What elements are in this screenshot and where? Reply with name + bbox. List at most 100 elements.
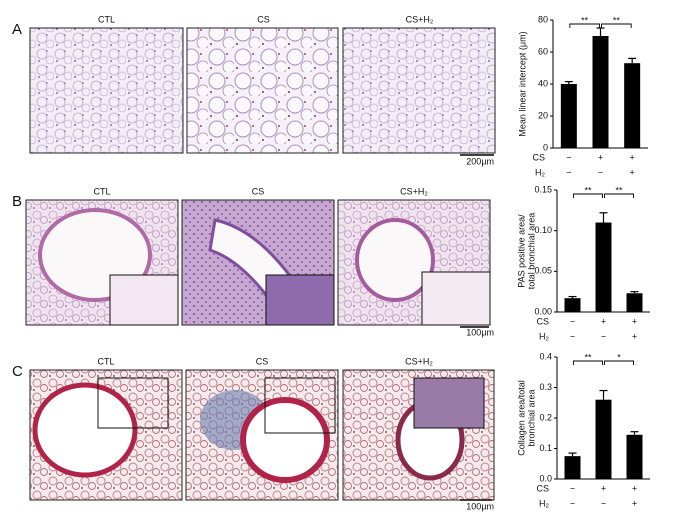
micrograph	[342, 27, 496, 154]
y-tick-label: 60	[538, 46, 548, 56]
bar	[624, 63, 641, 149]
micrograph	[29, 27, 184, 154]
condition-value: −	[570, 498, 575, 508]
row-b-images	[25, 199, 491, 328]
condition-value: −	[601, 331, 606, 341]
inset	[421, 271, 491, 326]
significance-bracket	[573, 193, 603, 198]
y-axis-label: PAS positive area/	[516, 214, 526, 288]
panel-label: B	[12, 193, 22, 210]
condition-name: CS	[536, 316, 549, 326]
inset	[109, 274, 179, 326]
inset	[264, 377, 336, 434]
y-axis-label: bronchial area	[526, 389, 536, 446]
y-tick-label: 0.10	[534, 225, 552, 235]
significance-label: **	[584, 185, 592, 195]
condition-name: H₂	[539, 498, 549, 508]
error-bar	[599, 389, 608, 400]
y-axis-label: Collagen area/total	[516, 380, 526, 456]
condition-value: −	[601, 498, 606, 508]
image-title: CS+H₂	[406, 14, 434, 24]
y-tick-label: 20	[538, 110, 548, 120]
error-bar	[630, 431, 639, 435]
image-title: CS+H₂	[400, 186, 428, 196]
error-bar	[630, 291, 639, 294]
significance-bracket	[604, 193, 634, 198]
condition-value: −	[570, 316, 575, 326]
panel-label: A	[12, 21, 22, 38]
y-tick-label: 0.00	[534, 306, 552, 316]
image-title: CTL	[97, 356, 114, 366]
bar	[595, 399, 612, 479]
panel-label: C	[12, 363, 23, 380]
scale-bar-label: 100µm	[466, 501, 494, 511]
condition-value: +	[601, 316, 606, 326]
bar	[626, 434, 643, 479]
inset	[265, 274, 335, 326]
row-c-images	[29, 369, 495, 501]
bronchus	[240, 397, 330, 483]
significance-label: *	[617, 352, 621, 362]
condition-value: −	[570, 483, 575, 493]
scale-bar-label: 100µm	[466, 327, 494, 337]
bronchus	[355, 218, 435, 302]
y-tick-label: 80	[538, 14, 548, 24]
condition-value: +	[630, 152, 635, 162]
condition-value: +	[632, 331, 637, 341]
image-title: CS	[256, 356, 269, 366]
y-axis-label: total bronchial area	[526, 213, 536, 290]
condition-name: H₂	[539, 331, 549, 341]
bronchus	[32, 382, 138, 478]
condition-value: +	[601, 483, 606, 493]
condition-name: CS	[536, 483, 549, 493]
condition-value: −	[598, 167, 603, 177]
error-bar	[596, 27, 605, 36]
inset	[413, 377, 485, 429]
y-tick-label: 0.15	[534, 184, 552, 194]
micrograph	[186, 27, 339, 154]
scale-bar-label: 200µm	[466, 156, 494, 166]
y-axis-label: Mean linear intercept (μm)	[517, 31, 527, 136]
condition-value: −	[570, 331, 575, 341]
condition-value: +	[598, 152, 603, 162]
significance-bracket	[601, 23, 632, 28]
condition-value: −	[566, 167, 571, 177]
significance-bracket	[604, 360, 634, 365]
error-bar	[568, 295, 577, 299]
condition-value: −	[566, 152, 571, 162]
bar	[564, 456, 581, 479]
bar	[564, 298, 581, 312]
significance-label: **	[613, 15, 621, 25]
y-tick-label: 0.3	[539, 382, 552, 392]
error-bar	[628, 57, 637, 64]
significance-label: **	[584, 352, 592, 362]
condition-value: +	[632, 498, 637, 508]
y-tick-label: 0.4	[539, 351, 552, 361]
error-bar	[599, 212, 608, 223]
error-bar	[568, 452, 577, 457]
significance-label: **	[615, 185, 623, 195]
significance-bracket	[573, 360, 603, 365]
y-tick-label: 0.0	[539, 473, 552, 483]
image-title: CTL	[93, 186, 110, 196]
bar	[560, 84, 577, 148]
y-tick-label: 40	[538, 78, 548, 88]
condition-value: +	[632, 483, 637, 493]
bar	[592, 36, 609, 148]
inset	[97, 377, 169, 429]
error-bar	[564, 80, 573, 84]
image-title: CS	[252, 186, 265, 196]
image-title: CS+H₂	[405, 356, 433, 366]
condition-value: +	[630, 167, 635, 177]
y-tick-label: 0	[543, 142, 548, 152]
row-a-images	[29, 27, 496, 156]
significance-label: **	[581, 15, 589, 25]
y-tick-label: 0.1	[539, 443, 552, 453]
image-title: CS	[257, 14, 270, 24]
image-title: CTL	[98, 14, 115, 24]
significance-bracket	[569, 23, 600, 28]
condition-name: H₂	[535, 167, 545, 177]
y-tick-label: 0.2	[539, 412, 552, 422]
y-tick-label: 0.05	[534, 266, 552, 276]
